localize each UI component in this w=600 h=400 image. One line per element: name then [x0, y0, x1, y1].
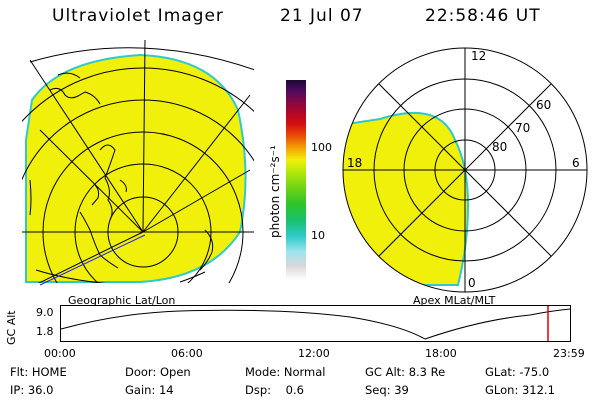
- colorbar-unit-label: photon cm⁻²s⁻¹: [268, 145, 282, 238]
- status-glat: GLat: -75.0: [485, 365, 550, 379]
- altitude-xtick-1800: 18:00: [425, 347, 457, 360]
- mlt-label-6: 6: [572, 156, 580, 170]
- mlt-label-0: 0: [468, 276, 476, 290]
- altitude-xtick-0000: 00:00: [44, 347, 76, 360]
- lat-label-60: 60: [536, 98, 551, 112]
- lat-label-80: 80: [492, 140, 507, 154]
- altitude-xtick-1200: 12:00: [298, 347, 330, 360]
- time-label: 22:58:46 UT: [425, 6, 541, 26]
- lat-label-70: 70: [515, 121, 530, 135]
- altitude-xtick-2359: 23:59: [553, 347, 585, 360]
- status-seq: Seq: 39: [365, 383, 409, 397]
- date-label: 21 Jul 07: [280, 6, 364, 26]
- status-glon: GLon: 312.1: [485, 383, 555, 397]
- altitude-plot-frame: [60, 305, 571, 342]
- status-gc-alt: GC Alt: 8.3 Re: [365, 365, 446, 379]
- altitude-ytick-9: 9.0: [36, 306, 54, 319]
- apex-map-label: Apex MLat/MLT: [413, 294, 496, 307]
- colorbar-tick-10: 10: [311, 229, 325, 242]
- status-ip: IP: 36.0: [10, 383, 54, 397]
- status-mode: Mode: Normal: [245, 365, 326, 379]
- status-dsp: Dsp: 0.6: [245, 383, 304, 397]
- altitude-ylabel: GC Alt: [5, 310, 18, 345]
- instrument-title: Ultraviolet Imager: [52, 6, 224, 26]
- apex-emission-region: [343, 111, 470, 286]
- status-flt: Flt: HOME: [10, 365, 67, 379]
- altitude-plot: [60, 305, 571, 342]
- colorbar: [286, 80, 306, 280]
- altitude-xtick-0600: 06:00: [171, 347, 203, 360]
- altitude-curve: [60, 308, 571, 340]
- colorbar-tick-100: 100: [311, 141, 332, 154]
- apex-polar-map: 12 18 6 0 60 70 80: [342, 47, 588, 293]
- mlt-label-18: 18: [347, 156, 362, 170]
- status-door: Door: Open: [125, 365, 191, 379]
- mlt-label-12: 12: [471, 49, 486, 63]
- geo-map-label: Geographic Lat/Lon: [68, 294, 176, 307]
- colorbar-gradient: [286, 80, 306, 280]
- altitude-ytick-1: 1.8: [36, 325, 54, 338]
- status-gain: Gain: 14: [125, 383, 174, 397]
